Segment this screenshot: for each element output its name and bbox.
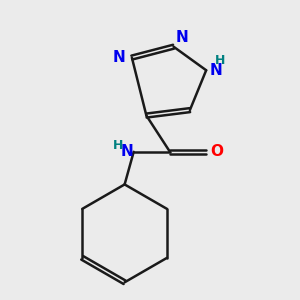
Text: N: N: [121, 144, 134, 159]
Text: N: N: [210, 63, 223, 78]
Text: H: H: [215, 54, 225, 67]
Text: O: O: [211, 144, 224, 159]
Text: N: N: [176, 30, 188, 45]
Text: H: H: [113, 139, 124, 152]
Text: N: N: [112, 50, 125, 65]
